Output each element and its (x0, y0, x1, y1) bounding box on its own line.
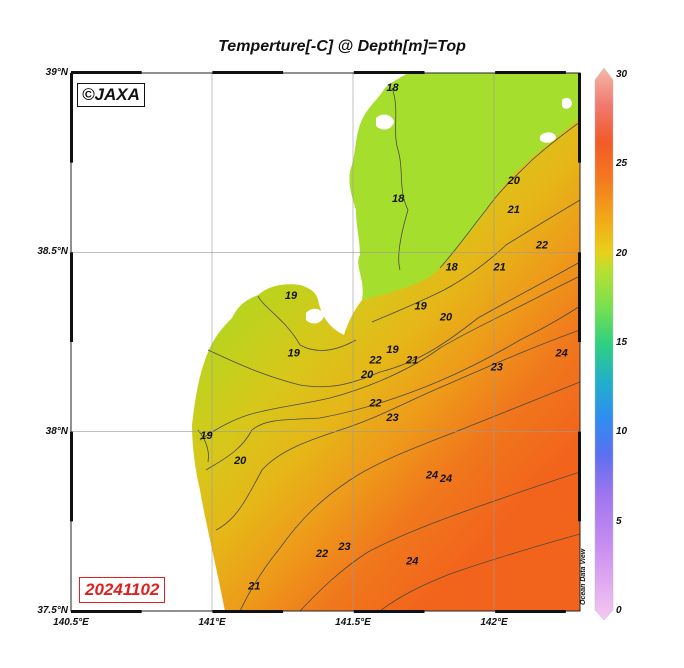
island (540, 132, 556, 143)
frame-scale-segment (578, 252, 581, 342)
latitude-tick-label: 37.5°N (37, 605, 68, 616)
isotherm-label: 24 (555, 347, 568, 359)
isotherm-label: 18 (386, 82, 399, 94)
isotherm-label: 23 (337, 541, 350, 553)
figure-title: Temperture[-C] @ Depth[m]=Top (218, 38, 466, 55)
island (306, 308, 324, 324)
colorbar-tick-label: 25 (616, 158, 628, 170)
isotherm-label: 19 (285, 290, 298, 302)
colorbar (594, 67, 614, 621)
isotherm-label: 20 (439, 311, 453, 323)
frame-scale-segment (71, 71, 142, 74)
latitude-tick-label: 38°N (45, 425, 68, 437)
longitude-tick-label: 141.5°E (335, 617, 371, 628)
colorbar-tick-label: 15 (616, 337, 628, 348)
isotherm-label: 24 (425, 469, 438, 481)
isotherm-label: 19 (415, 301, 428, 313)
island (376, 114, 394, 130)
frame-scale-segment (70, 73, 73, 163)
frame-scale-segment (212, 610, 284, 613)
isotherm-label: 23 (385, 412, 398, 424)
isotherm-label: 19 (288, 347, 301, 359)
frame-scale-segment (71, 610, 142, 613)
frame-scale-segment (578, 431, 581, 522)
isotherm-label: 20 (507, 175, 521, 187)
isotherm-label: 24 (405, 555, 418, 567)
map-frame-scale-bars (70, 71, 581, 613)
watermark-text: Ocean Data View (580, 548, 587, 605)
frame-scale-segment (70, 431, 73, 522)
isotherm-label: 24 (439, 473, 452, 485)
isotherm-label: 18 (446, 261, 459, 273)
isotherm-label: 23 (490, 362, 503, 374)
longitude-tick-label: 142°E (480, 617, 508, 628)
isotherm-labels: 18 18 18 20 21 19 21 22 19 19 20 19 22 21 23 24 20 19 22 23… (200, 82, 568, 593)
isotherm-label: 21 (507, 204, 520, 216)
frame-scale-segment (353, 71, 425, 74)
isotherm-label: 20 (360, 369, 374, 381)
isotherm-label: 22 (368, 398, 381, 410)
frame-scale-segment (495, 610, 566, 613)
isotherm-label: 19 (386, 344, 399, 356)
colorbar-tick-label: 0 (616, 605, 622, 616)
colorbar-gradient (594, 67, 614, 621)
isotherm-label: 22 (535, 240, 548, 252)
isotherm-label: 19 (200, 430, 213, 442)
frame-scale-segment (495, 71, 566, 74)
date-label: 20241102 (79, 577, 166, 603)
longitude-tick-label: 141°E (198, 617, 226, 628)
colorbar-tick-label: 20 (616, 247, 628, 259)
frame-scale-segment (212, 71, 284, 74)
isotherm-label: 21 (405, 355, 418, 367)
frame-scale-segment (70, 252, 73, 342)
isotherm-label: 21 (493, 261, 506, 273)
graticule (71, 73, 580, 611)
colorbar-tick-label: 30 (616, 69, 628, 80)
longitude-tick-label: 140.5°E (53, 617, 89, 628)
isotherm-label: 18 (392, 193, 405, 205)
latitude-tick-label: 39°N (45, 67, 68, 78)
isotherm-label: 22 (315, 548, 328, 560)
latitude-tick-label: 38.5°N (37, 246, 68, 258)
island (562, 97, 572, 109)
cool-water-region (349, 73, 580, 300)
frame-scale-segment (353, 610, 425, 613)
isotherm-label: 22 (368, 355, 381, 367)
copyright-label: ©JAXA (77, 83, 145, 107)
frame-scale-segment (578, 73, 581, 163)
colorbar-tick-label: 10 (616, 426, 628, 438)
isotherm-lines (197, 87, 580, 611)
colorbar-tick-label: 5 (616, 515, 622, 527)
isotherm-label: 21 (247, 580, 260, 592)
isotherm-label: 20 (233, 455, 247, 467)
